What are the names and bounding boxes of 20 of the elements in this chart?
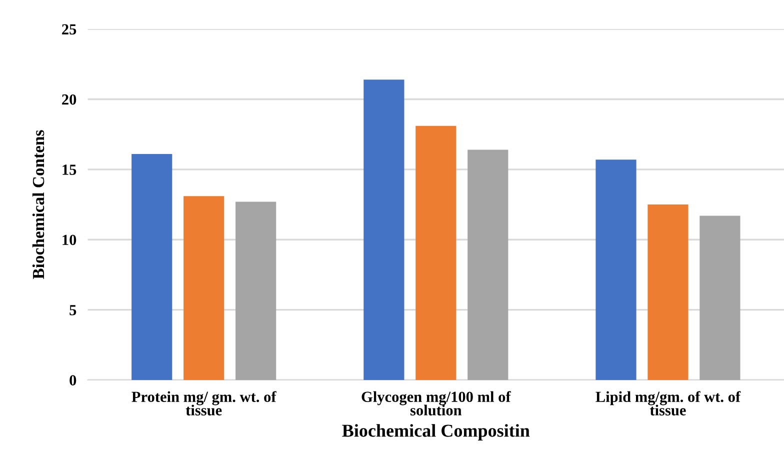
bar: [700, 216, 740, 380]
y-tick-label: 10: [62, 234, 76, 246]
y-tick-label: 25: [62, 24, 76, 35]
x-tick-label: Lipid mg/gm. of wt. of tissue: [596, 391, 741, 416]
bar: [364, 80, 404, 380]
bar: [184, 196, 224, 380]
bar: [416, 126, 456, 380]
y-tick-label: 0: [70, 375, 76, 386]
bar: [596, 160, 636, 380]
bar: [648, 204, 688, 380]
x-axis-title: Biochemical Compositin: [342, 424, 530, 440]
bar: [468, 150, 508, 380]
y-tick-label: 20: [62, 94, 76, 105]
y-axis-title: Biochemical Contens: [32, 130, 44, 280]
y-tick-label: 5: [70, 305, 76, 316]
x-tick-label: Protein mg/ gm. wt. of tissue: [132, 391, 276, 416]
bar: [132, 154, 172, 380]
y-tick-label: 15: [62, 164, 76, 175]
x-tick-label: Glycogen mg/100 ml of solution: [362, 391, 511, 416]
bar: [236, 202, 276, 380]
